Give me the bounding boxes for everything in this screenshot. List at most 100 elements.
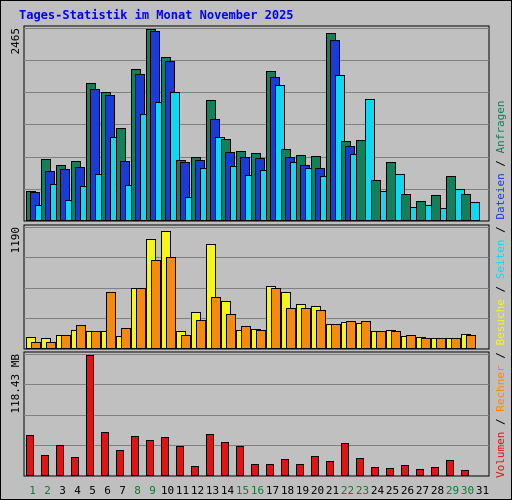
- bar-rechner-day-11: [181, 335, 191, 349]
- bar-rechner-day-23: [361, 321, 371, 349]
- panel-hits: 2465: [9, 25, 490, 222]
- bar-volumen-day-14: [221, 442, 229, 476]
- bar-rechner-day-19: [301, 308, 311, 349]
- day-label-27: 27: [416, 484, 429, 497]
- legend-seiten: Seiten: [494, 240, 507, 280]
- bar-volumen-day-3: [56, 445, 64, 476]
- bar-rechner-day-15: [241, 326, 251, 349]
- day-label-28: 28: [431, 484, 444, 497]
- day-label-6: 6: [104, 484, 111, 497]
- bar-anfragen-day-23: [356, 140, 366, 221]
- day-label-24: 24: [371, 484, 385, 497]
- bar-volumen-day-22: [341, 443, 349, 476]
- max-value-label: 118.43 MB: [9, 354, 22, 414]
- legend-separator: /: [494, 279, 507, 299]
- day-label-25: 25: [386, 484, 399, 497]
- bar-volumen-day-24: [371, 467, 379, 476]
- day-label-11: 11: [176, 484, 189, 497]
- bar-volumen-day-6: [101, 432, 109, 476]
- bar-volumen-day-1: [26, 435, 34, 476]
- day-label-21: 21: [326, 484, 339, 497]
- bar-anfragen-day-30: [461, 194, 471, 221]
- bar-anfragen-day-24: [371, 180, 381, 221]
- max-value-label: 1190: [9, 227, 22, 254]
- bar-volumen-day-13: [206, 434, 214, 476]
- bar-volumen-day-16: [251, 464, 259, 476]
- day-label-30: 30: [461, 484, 474, 497]
- day-label-5: 5: [89, 484, 96, 497]
- day-label-20: 20: [311, 484, 324, 497]
- bar-rechner-day-17: [271, 288, 281, 349]
- day-label-23: 23: [356, 484, 369, 497]
- bar-anfragen-day-29: [446, 176, 456, 221]
- bar-volumen-day-9: [146, 440, 154, 476]
- day-label-4: 4: [74, 484, 81, 497]
- day-label-31: 31: [476, 484, 489, 497]
- bar-seiten-day-10: [170, 92, 180, 221]
- bar-rechner-day-10: [166, 257, 176, 349]
- legend-volumen: Volumen: [494, 432, 507, 478]
- bar-rechner-day-30: [466, 335, 476, 349]
- bar-rechner-day-22: [346, 321, 356, 349]
- day-label-18: 18: [281, 484, 294, 497]
- bar-volumen-day-11: [176, 446, 184, 476]
- max-value-label: 2465: [9, 28, 22, 55]
- bar-rechner-day-12: [196, 320, 206, 349]
- day-label-29: 29: [446, 484, 459, 497]
- bar-rechner-day-8: [136, 288, 146, 349]
- bar-rechner-day-3: [61, 335, 71, 349]
- bar-seiten-day-23: [365, 99, 375, 221]
- day-label-3: 3: [59, 484, 66, 497]
- bar-volumen-day-26: [401, 465, 409, 476]
- legend-dateien: Dateien: [494, 173, 507, 219]
- bar-volumen-day-21: [326, 461, 334, 476]
- bar-volumen-day-7: [116, 450, 124, 476]
- bar-rechner-day-21: [331, 324, 341, 349]
- bar-rechner-day-16: [256, 330, 266, 349]
- day-label-13: 13: [206, 484, 219, 497]
- bar-rechner-day-26: [406, 335, 416, 349]
- bar-anfragen-day-25: [386, 162, 396, 221]
- bar-volumen-day-28: [431, 467, 439, 476]
- day-label-16: 16: [251, 484, 264, 497]
- bar-volumen-day-10: [161, 437, 169, 476]
- legend-separator: /: [494, 153, 507, 173]
- bar-seiten-day-30: [470, 202, 480, 221]
- bar-rechner-day-14: [226, 314, 236, 349]
- bar-rechner-day-20: [316, 310, 326, 349]
- day-label-14: 14: [221, 484, 235, 497]
- bar-volumen-day-2: [41, 455, 49, 476]
- day-label-10: 10: [161, 484, 174, 497]
- day-label-15: 15: [236, 484, 249, 497]
- day-label-8: 8: [134, 484, 141, 497]
- bar-volumen-day-15: [236, 446, 244, 476]
- chart-title: Tages-Statistik im Monat November 2025: [19, 8, 294, 22]
- bar-rechner-day-28: [436, 338, 446, 349]
- day-label-17: 17: [266, 484, 279, 497]
- panel-visits: 1190: [9, 224, 490, 350]
- bar-volumen-day-4: [71, 457, 79, 476]
- bar-volumen-day-8: [131, 436, 139, 476]
- day-label-26: 26: [401, 484, 414, 497]
- bar-volumen-day-25: [386, 468, 394, 476]
- legend-besuche: Besuche: [494, 299, 507, 345]
- bar-volumen-day-17: [266, 464, 274, 476]
- bar-volumen-day-12: [191, 466, 199, 476]
- legend-separator: /: [494, 412, 507, 432]
- day-label-2: 2: [44, 484, 51, 497]
- bar-volumen-day-30: [461, 470, 469, 476]
- bar-volumen-day-5: [86, 355, 94, 476]
- bar-volumen-day-27: [416, 469, 424, 476]
- bar-rechner-day-1: [31, 342, 41, 349]
- bar-rechner-day-29: [451, 338, 461, 349]
- day-label-7: 7: [119, 484, 126, 497]
- bar-rechner-day-13: [211, 297, 221, 349]
- bar-anfragen-day-28: [431, 195, 441, 221]
- day-label-19: 19: [296, 484, 309, 497]
- bar-rechner-day-4: [76, 325, 86, 349]
- day-label-22: 22: [341, 484, 354, 497]
- bar-rechner-day-18: [286, 308, 296, 349]
- bar-anfragen-day-27: [416, 201, 426, 221]
- bar-rechner-day-25: [391, 331, 401, 349]
